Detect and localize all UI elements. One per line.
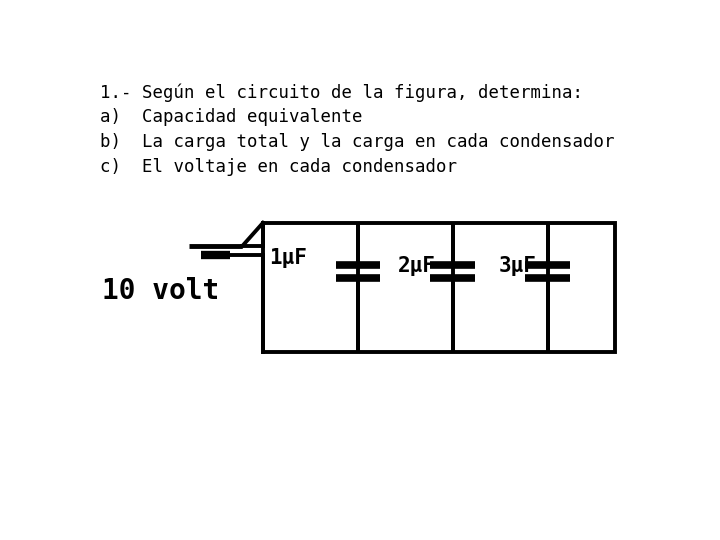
Bar bbox=[263, 223, 615, 352]
Text: b)  La carga total y la carga en cada condensador: b) La carga total y la carga en cada con… bbox=[100, 133, 615, 151]
Text: 3μF: 3μF bbox=[498, 256, 536, 276]
Text: 10 volt: 10 volt bbox=[102, 278, 220, 306]
Text: c)  El voltaje en cada condensador: c) El voltaje en cada condensador bbox=[100, 158, 457, 177]
Text: 1.- Según el circuito de la figura, determina:: 1.- Según el circuito de la figura, dete… bbox=[100, 84, 583, 102]
Text: 1μF: 1μF bbox=[269, 248, 307, 268]
Text: a)  Capacidad equivalente: a) Capacidad equivalente bbox=[100, 109, 363, 126]
Text: 2μF: 2μF bbox=[398, 256, 436, 276]
